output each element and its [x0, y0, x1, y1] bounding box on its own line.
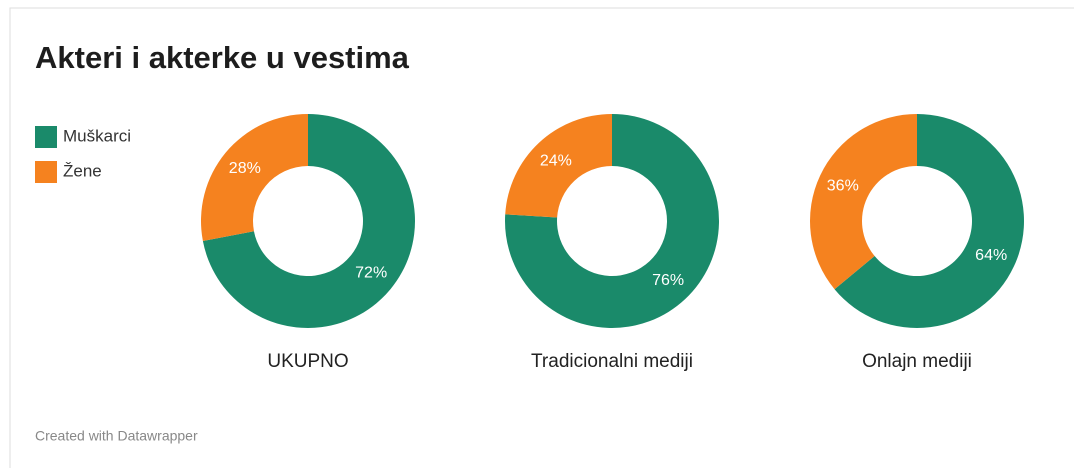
donut-slice [202, 114, 415, 328]
donut-slice [505, 114, 719, 329]
slice-label: 24% [540, 152, 572, 169]
slice-label: 36% [827, 177, 859, 194]
donut-slice [809, 114, 917, 290]
donut-slice [505, 114, 612, 218]
credit: Created with Datawrapper [35, 428, 198, 444]
legend-swatch [35, 126, 57, 148]
slice-label: 72% [355, 264, 387, 281]
slice-label: 64% [975, 247, 1007, 264]
legend-label: Muškarci [63, 126, 131, 145]
donut-title: Tradicionalni mediji [531, 351, 693, 372]
slice-label: 28% [229, 160, 261, 177]
donut-slice [200, 114, 308, 242]
donut-slice [834, 114, 1024, 329]
slice-label: 76% [652, 272, 684, 289]
legend-swatch [35, 161, 57, 183]
donut-title: UKUPNO [267, 351, 348, 372]
legend-label: Žene [63, 161, 102, 180]
chart-title: Akteri i akterke u vestima [35, 40, 410, 75]
donut-title: Onlajn mediji [862, 351, 972, 372]
